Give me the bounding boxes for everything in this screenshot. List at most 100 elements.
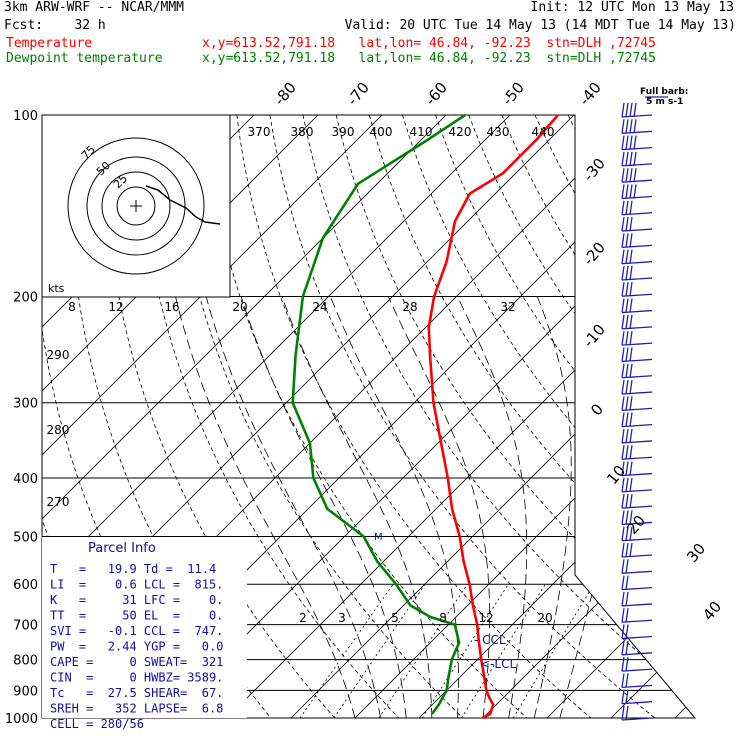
dry-adiabat-line — [402, 115, 695, 718]
parcel-info-box: Parcel Info T = 19.9 Td = 11.4 LI = 0.6 LC… — [42, 537, 247, 731]
mixing-ratio-label: 8 — [439, 611, 447, 625]
dry-adiabat-line — [633, 115, 695, 718]
isotherm-line — [482, 115, 695, 718]
pressure-label: 100 — [13, 109, 38, 124]
dry-adiabat-line — [501, 115, 695, 718]
ccl-annotation: - CCL — [474, 633, 506, 647]
moist-adiabat-line — [457, 296, 528, 718]
sounding-profiles — [291, 113, 559, 720]
hodograph-axis-label: 16 — [164, 300, 179, 314]
lcl-annotation: <-LCL — [480, 657, 516, 671]
isotherm-line — [674, 115, 695, 718]
parcel-info-row: T = 19.9 Td = 11.4 — [50, 562, 216, 576]
pressure-label: 1000 — [5, 712, 38, 727]
dry-adiabat-line — [435, 115, 695, 718]
parcel-info-row: K = 31 LFC = 0. — [50, 593, 223, 607]
hodograph-ring — [116, 186, 156, 226]
hodograph-ring — [86, 156, 186, 256]
dry-adiabat-line — [701, 115, 740, 718]
isotherm-line — [290, 115, 695, 718]
wind-barb — [621, 477, 653, 493]
wind-barb — [621, 510, 653, 526]
dewpoint-legend-label: Dewpoint temperature — [6, 51, 163, 66]
wind-barb — [621, 445, 653, 460]
isotherm-label: -60 — [421, 79, 451, 109]
wind-barb — [621, 216, 653, 232]
theta-label: 410 — [410, 125, 433, 139]
isotherm-label: -70 — [343, 79, 373, 109]
dry-adiabat-line — [567, 115, 695, 718]
parcel-info-row: CIN = 0 HWBZ= 3589. — [50, 671, 223, 685]
isotherm-label: -50 — [498, 79, 528, 109]
wind-barb — [621, 379, 653, 395]
theta-label: 390 — [332, 125, 355, 139]
pressure-label: 200 — [13, 291, 38, 306]
dewpoint-station-info: x,y=613.52,791.18 lat,lon= 46.84, -92.23… — [202, 51, 656, 66]
parcel-info-row: Tc = 27.5 SHEAR= 67. — [50, 686, 223, 700]
pressure-label: 900 — [13, 684, 38, 699]
isotherm-label: -40 — [575, 79, 605, 109]
wind-barb — [621, 168, 653, 183]
hodograph-trace — [145, 185, 221, 225]
hodograph-axis-label: 32 — [500, 300, 515, 314]
barb-key-label: Full barb: 5 m s-1 — [640, 87, 688, 107]
parcel-info-background — [42, 537, 247, 718]
dry-adiabat-line — [170, 115, 464, 718]
wind-barb — [621, 347, 653, 363]
el-marker: M — [374, 532, 383, 543]
theta-label: 370 — [248, 125, 271, 139]
mixing-ratio-label: 20 — [537, 611, 552, 625]
mixing-ratio-label: 12 — [478, 611, 493, 625]
isotherm-label: -30 — [579, 155, 609, 185]
hodograph-axis-label: 8 — [68, 300, 76, 314]
wind-barb — [621, 282, 653, 297]
model-title: 3km ARW-WRF -- NCAR/MMM — [4, 0, 185, 15]
wind-barb — [621, 705, 653, 721]
theta-label: 270 — [47, 495, 70, 509]
wind-barb — [621, 559, 653, 574]
dry-adiabat-line — [137, 115, 400, 718]
theta-label: 420 — [449, 125, 472, 139]
isotherm-line — [42, 115, 511, 718]
parcel-info-title: Parcel Info — [88, 541, 156, 556]
mixing-ratio-line — [461, 583, 546, 718]
pressure-label: 500 — [13, 530, 38, 545]
wind-barb — [621, 102, 653, 118]
moist-adiabat-line — [330, 296, 459, 718]
theta-label: 440 — [532, 125, 555, 139]
mixing-ratio-line — [512, 583, 595, 718]
parcel-info-row: LI = 0.6 LCL = 815. — [50, 578, 223, 592]
wind-barb — [621, 640, 653, 656]
wind-barb — [621, 396, 653, 411]
temperature-profile-line — [427, 114, 559, 720]
parcel-info-row: SVI = -0.1 CCL = 747. — [50, 624, 223, 638]
isotherm-label: 0 — [587, 400, 607, 419]
wind-barb — [621, 363, 653, 379]
parcel-info-row: SREH = 352 LAPSE= 6.8 — [50, 702, 223, 716]
isotherm-line — [418, 115, 695, 718]
wind-barb — [621, 608, 653, 623]
mixing-ratio-label: 5 — [391, 611, 399, 625]
wind-barb — [621, 575, 653, 591]
theta-label: 380 — [291, 125, 314, 139]
mixing-ratio-label: 2 — [299, 611, 307, 625]
theta-label: 280 — [47, 423, 70, 437]
wind-barb — [621, 265, 653, 281]
theta-label: 430 — [487, 125, 510, 139]
moist-adiabat-line — [175, 296, 356, 718]
dewpoint-profile-line — [291, 113, 466, 715]
wind-barb — [621, 689, 653, 705]
wind-barb — [621, 200, 653, 216]
wind-barb — [621, 233, 653, 249]
moist-adiabat-line — [240, 296, 407, 718]
wind-barb — [621, 119, 653, 134]
dry-adiabat-line — [600, 115, 695, 718]
isotherm-label: -10 — [579, 321, 609, 351]
wind-barbs — [621, 96, 668, 721]
isotherm-label: 30 — [683, 540, 709, 566]
parcel-info-row: CAPE = 0 SWEAT= 321 — [50, 655, 223, 669]
mixing-ratio-label: 3 — [338, 611, 346, 625]
wind-barb — [621, 494, 653, 509]
